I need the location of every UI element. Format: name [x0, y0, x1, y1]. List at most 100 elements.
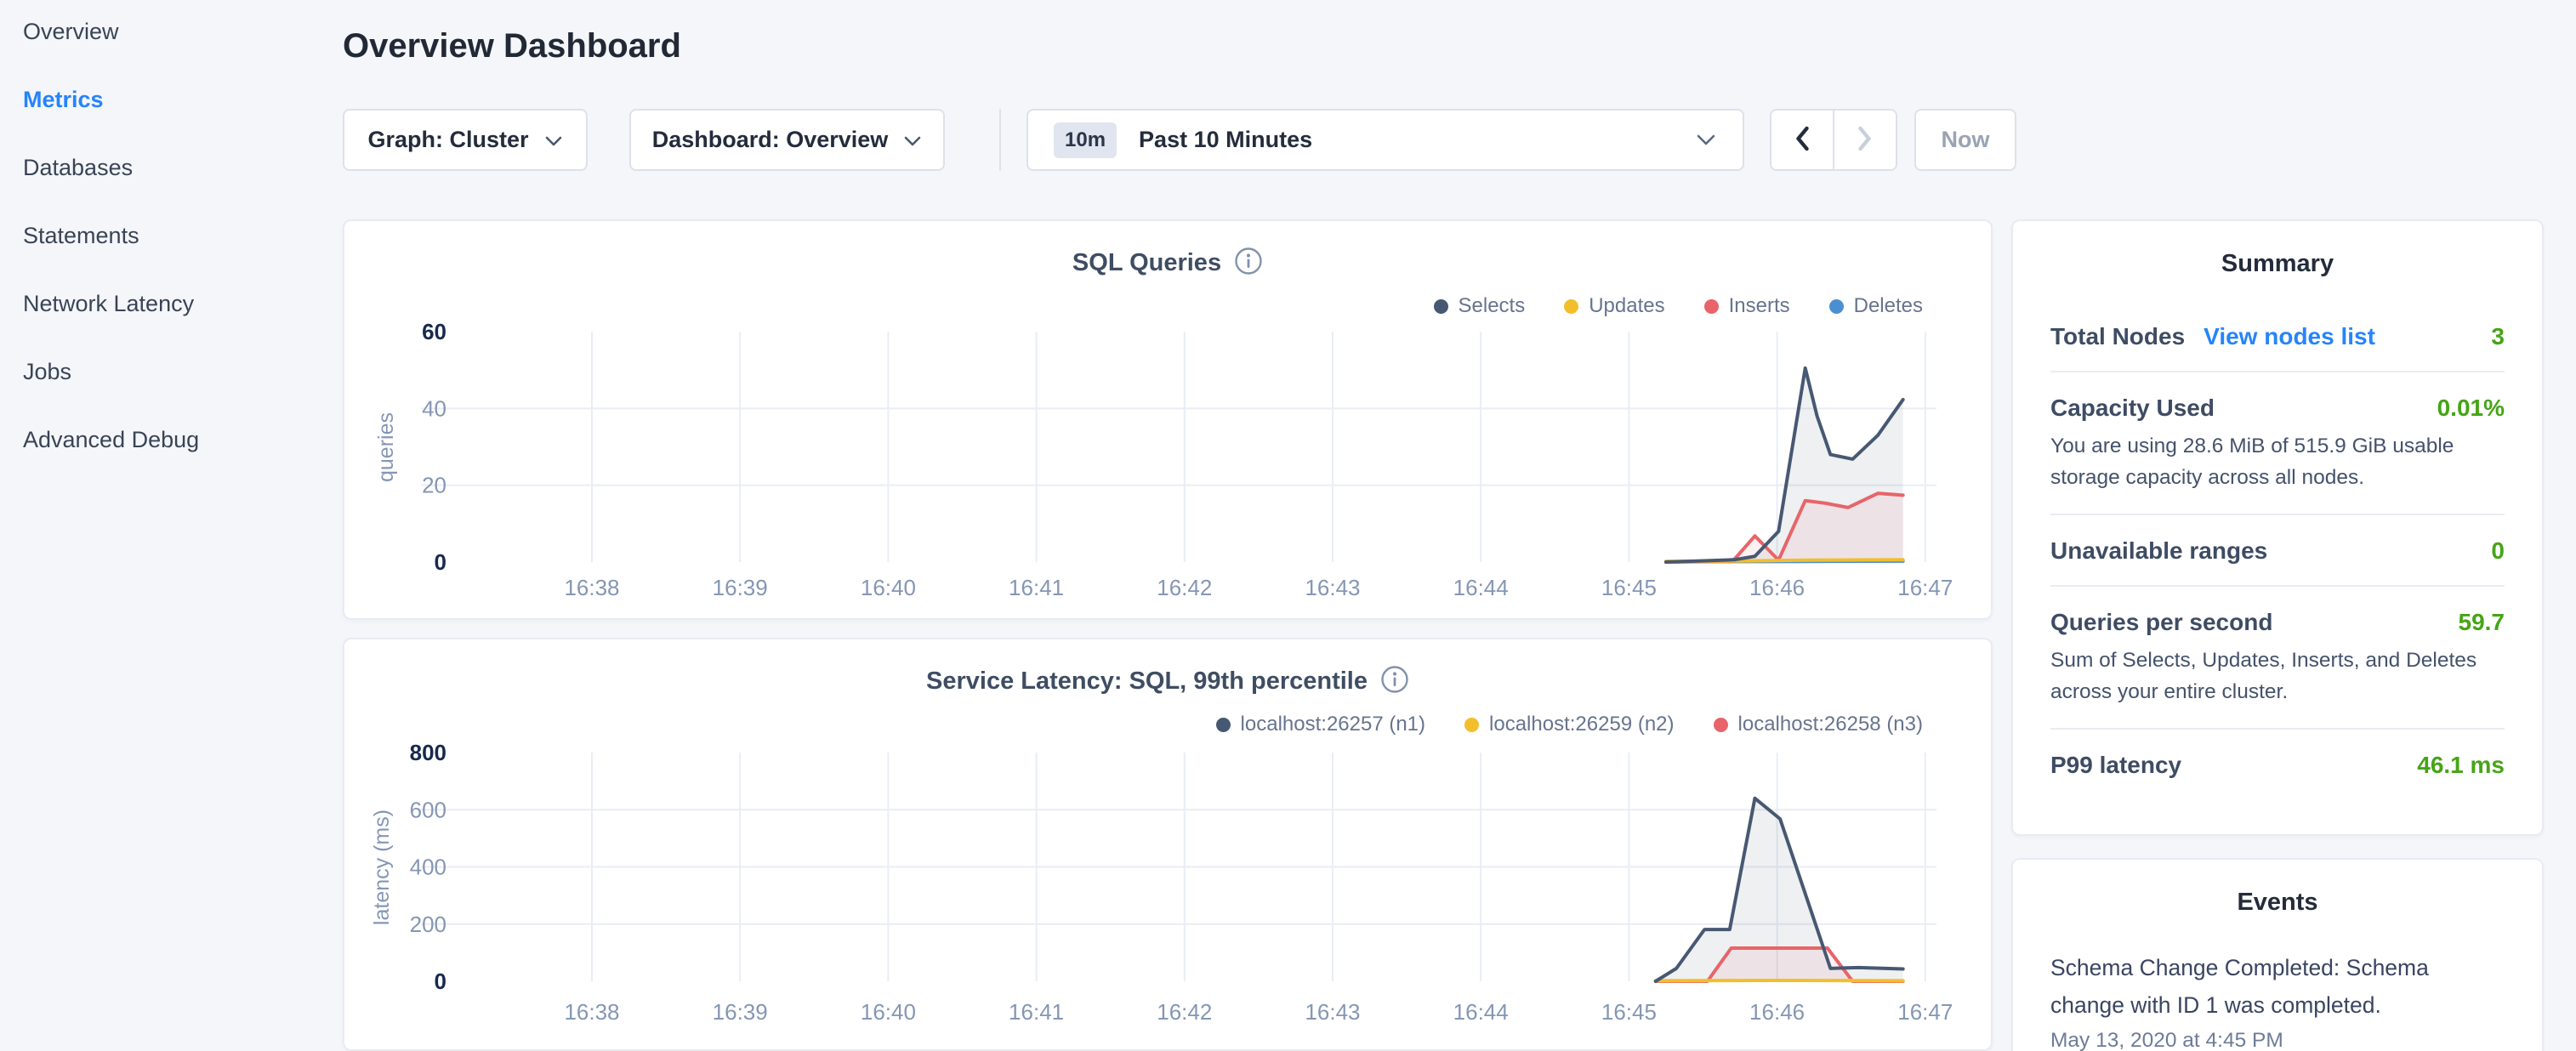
svg-text:16:44: 16:44	[1453, 575, 1509, 600]
svg-text:16:39: 16:39	[713, 575, 768, 600]
sql-queries-chart-card: SQL Queries SelectsUpdatesInsertsDeletes…	[343, 219, 1993, 620]
chevron-down-icon	[544, 127, 563, 153]
svg-text:queries: queries	[374, 412, 398, 482]
svg-text:16:41: 16:41	[1009, 575, 1064, 600]
summary-row-unavailable-ranges: Unavailable ranges 0	[2050, 537, 2505, 565]
events-panel: Events Schema Change Completed: Schema c…	[2011, 858, 2544, 1051]
summary-label: Capacity Used	[2050, 395, 2215, 422]
sidebar-item-metrics[interactable]: Metrics	[23, 82, 343, 116]
legend-label: localhost:26257 (n1)	[1241, 713, 1425, 736]
event-message: Schema Change Completed: Schema change w…	[2050, 949, 2476, 1024]
legend-item[interactable]: Selects	[1434, 294, 1526, 318]
svg-text:0: 0	[435, 549, 446, 575]
summary-label: Unavailable ranges	[2050, 537, 2267, 565]
chevron-right-icon	[1857, 126, 1873, 154]
toolbar: Graph: Cluster Dashboard: Overview 10m P…	[343, 109, 1993, 171]
summary-value: 0	[2491, 537, 2505, 565]
next-time-button[interactable]	[1833, 111, 1896, 169]
chart-legend: localhost:26257 (n1) localhost:26259 (n2)…	[1216, 713, 1923, 736]
summary-subtext: You are using 28.6 MiB of 515.9 GiB usab…	[2050, 430, 2505, 493]
svg-text:16:40: 16:40	[861, 575, 916, 600]
legend-item[interactable]: Inserts	[1704, 294, 1790, 318]
svg-text:400: 400	[410, 855, 446, 880]
chart-title-service-latency: Service Latency: SQL, 99th percentile	[926, 668, 1368, 696]
svg-text:16:43: 16:43	[1305, 999, 1360, 1025]
svg-text:16:42: 16:42	[1157, 575, 1212, 600]
summary-value: 59.7	[2459, 609, 2505, 636]
legend-label: localhost:26259 (n2)	[1489, 713, 1674, 736]
svg-text:200: 200	[410, 912, 446, 937]
sidebar-item-databases[interactable]: Databases	[23, 151, 343, 185]
legend-dot-icon	[1216, 718, 1231, 732]
time-range-badge: 10m	[1054, 122, 1117, 158]
sidebar-nav: Overview Metrics Databases Statements Ne…	[0, 0, 343, 491]
summary-row-capacity-used: Capacity Used 0.01% You are using 28.6 M…	[2050, 395, 2505, 493]
service-latency-chart-card: Service Latency: SQL, 99th percentile lo…	[343, 638, 1993, 1051]
svg-text:800: 800	[410, 740, 446, 765]
main-content: Overview Dashboard Graph: Cluster Dashbo…	[343, 0, 1993, 1051]
graph-dropdown[interactable]: Graph: Cluster	[343, 109, 588, 171]
sidebar-item-jobs[interactable]: Jobs	[23, 355, 343, 389]
svg-text:latency (ms): latency (ms)	[370, 810, 394, 925]
sidebar-item-advanced-debug[interactable]: Advanced Debug	[23, 423, 343, 457]
dashboard-dropdown-label: Dashboard: Overview	[652, 127, 889, 153]
service-latency-chart[interactable]: 16:3816:3916:4016:4116:4216:4316:4416:45…	[344, 639, 1991, 1049]
view-nodes-list-link[interactable]: View nodes list	[2204, 323, 2375, 350]
svg-text:16:45: 16:45	[1601, 575, 1657, 600]
prev-time-button[interactable]	[1771, 111, 1833, 169]
svg-text:16:40: 16:40	[861, 999, 916, 1025]
summary-row-queries-per-second: Queries per second 59.7 Sum of Selects, …	[2050, 609, 2505, 707]
chart-legend: Selects Updates Inserts Deletes	[1434, 294, 1924, 318]
page-title: Overview Dashboard	[343, 26, 1993, 66]
toolbar-divider	[999, 109, 1001, 171]
divider	[2050, 585, 2505, 587]
info-icon[interactable]	[1380, 665, 1409, 698]
now-button[interactable]: Now	[1914, 109, 2016, 171]
svg-text:16:43: 16:43	[1305, 575, 1360, 600]
sidebar-item-statements[interactable]: Statements	[23, 219, 343, 253]
summary-label: Total Nodes	[2050, 323, 2185, 350]
legend-dot-icon	[1714, 718, 1728, 732]
legend-label: localhost:26258 (n3)	[1738, 713, 1923, 736]
svg-text:16:47: 16:47	[1897, 999, 1953, 1025]
divider	[2050, 371, 2505, 372]
legend-item[interactable]: localhost:26259 (n2)	[1464, 713, 1674, 736]
svg-text:16:42: 16:42	[1157, 999, 1212, 1025]
legend-dot-icon	[1564, 299, 1578, 314]
info-icon[interactable]	[1234, 247, 1263, 280]
time-range-dropdown[interactable]: 10m Past 10 Minutes	[1026, 109, 1744, 171]
chevron-left-icon	[1794, 126, 1810, 154]
svg-text:16:46: 16:46	[1749, 575, 1805, 600]
graph-dropdown-label: Graph: Cluster	[367, 127, 528, 153]
legend-dot-icon	[1464, 718, 1479, 732]
sidebar-item-network-latency[interactable]: Network Latency	[23, 287, 343, 321]
summary-value: 3	[2491, 323, 2505, 350]
summary-value: 46.1 ms	[2417, 752, 2505, 779]
summary-label: P99 latency	[2050, 752, 2181, 779]
summary-row-p99-latency: P99 latency 46.1 ms	[2050, 752, 2505, 779]
sidebar-item-overview[interactable]: Overview	[23, 14, 343, 48]
legend-label: Updates	[1589, 294, 1664, 318]
divider	[2050, 514, 2505, 515]
legend-item[interactable]: localhost:26258 (n3)	[1714, 713, 1923, 736]
time-pager	[1770, 109, 1897, 171]
legend-item[interactable]: Deletes	[1829, 294, 1923, 318]
summary-subtext: Sum of Selects, Updates, Inserts, and De…	[2050, 645, 2505, 707]
right-panel: Summary Total Nodes View nodes list 3 Ca…	[2011, 219, 2544, 1051]
dashboard-dropdown[interactable]: Dashboard: Overview	[629, 109, 945, 171]
legend-dot-icon	[1829, 299, 1844, 314]
events-title: Events	[2050, 889, 2505, 917]
legend-item[interactable]: localhost:26257 (n1)	[1216, 713, 1425, 736]
summary-title: Summary	[2050, 250, 2505, 278]
svg-text:16:38: 16:38	[564, 575, 619, 600]
summary-value: 0.01%	[2437, 395, 2505, 422]
svg-text:20: 20	[422, 473, 446, 498]
sql-queries-chart[interactable]: 16:38 16:39 16:40 16:41 16:42 16:43 16:44 16:45…	[344, 221, 1991, 618]
svg-text:16:45: 16:45	[1601, 999, 1657, 1025]
svg-text:16:47: 16:47	[1897, 575, 1953, 600]
svg-text:16:44: 16:44	[1453, 999, 1509, 1025]
legend-dot-icon	[1704, 299, 1719, 314]
svg-text:16:46: 16:46	[1749, 999, 1805, 1025]
legend-item[interactable]: Updates	[1564, 294, 1664, 318]
summary-row-total-nodes: Total Nodes View nodes list 3	[2050, 323, 2505, 350]
